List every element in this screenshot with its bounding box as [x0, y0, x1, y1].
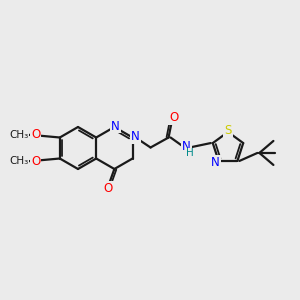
Text: O: O [31, 155, 40, 168]
Text: N: N [182, 140, 191, 153]
Text: N: N [211, 156, 220, 170]
Text: CH₃: CH₃ [9, 130, 28, 140]
Text: N: N [111, 119, 120, 133]
Text: S: S [224, 124, 232, 136]
Text: O: O [104, 182, 113, 194]
Text: CH₃: CH₃ [9, 157, 28, 166]
Text: N: N [131, 130, 140, 143]
Text: O: O [31, 128, 40, 141]
Text: O: O [169, 111, 178, 124]
Text: H: H [186, 148, 194, 158]
